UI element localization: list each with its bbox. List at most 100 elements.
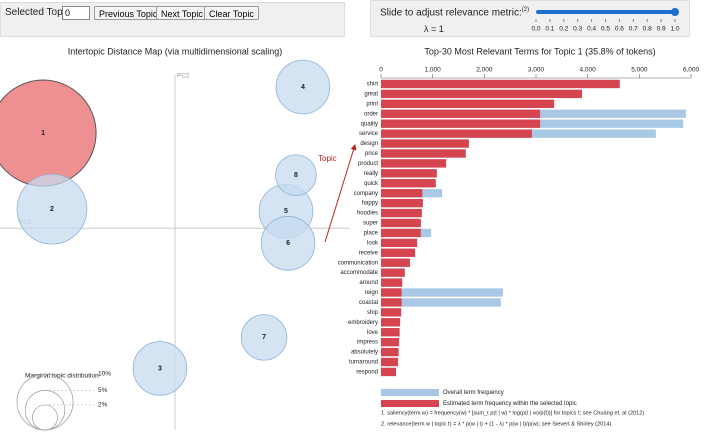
size-legend-label: 10% <box>98 371 111 378</box>
topic-bar <box>381 169 437 178</box>
term-label: ship <box>367 310 379 316</box>
topic-bar <box>381 347 399 357</box>
slider-note: (2) <box>521 7 530 13</box>
term-label: really <box>364 171 378 177</box>
slider-tick-label: 0.8 <box>643 26 652 33</box>
annotation-arrow <box>324 144 357 243</box>
topic-bar <box>381 139 469 148</box>
size-legend-circle <box>16 373 74 431</box>
topic-bar <box>381 228 421 238</box>
term-label: around <box>359 280 378 286</box>
topic-bar <box>381 308 402 317</box>
topic-bar <box>381 198 423 208</box>
topic-bar <box>381 288 402 297</box>
topic-label: 7 <box>262 334 266 341</box>
slider-tick-label: 0.4 <box>587 26 596 33</box>
annotation: Topic <box>318 154 337 163</box>
term-label: hoodies <box>357 211 378 217</box>
slider-label: Slide to adjust relevance metric:(2) <box>380 7 529 18</box>
overall-bar <box>381 288 503 297</box>
topic-bar <box>381 79 620 89</box>
term-label: accommodate <box>340 270 378 276</box>
x-tick-label: 0 <box>379 67 383 74</box>
x-tick-label: 4,000 <box>580 67 597 74</box>
term-label: communication <box>338 260 378 266</box>
term-label: place <box>364 230 379 236</box>
term-label: price <box>365 151 379 157</box>
slider-tick-label: 0.5 <box>601 26 610 33</box>
term-label: shirt <box>367 82 379 88</box>
size-legend-label: 2% <box>98 402 108 409</box>
topic-bar <box>381 328 400 337</box>
topic-bar <box>381 318 401 327</box>
size-legend-label: 5% <box>98 387 108 394</box>
topic-bar <box>381 337 400 347</box>
topic-bar <box>381 298 402 307</box>
topic-bubble[interactable] <box>240 314 288 361</box>
term-label: print <box>366 101 378 107</box>
topic-bar <box>381 248 416 257</box>
footnote: 1. saliency(term w) = frequency(w) * [su… <box>381 410 644 416</box>
term-label: product <box>358 161 378 167</box>
term-label: design <box>360 141 378 147</box>
topic-bubble[interactable] <box>0 79 97 187</box>
slider-tick-label: 0.6 <box>615 26 624 33</box>
lambda-label: λ = 1 <box>424 24 444 34</box>
slider-tick-label: 0.9 <box>657 26 666 33</box>
topic-bubble[interactable] <box>275 59 331 115</box>
term-label: reign <box>365 290 378 296</box>
term-label: respond <box>356 370 378 376</box>
term-label: service <box>359 131 379 137</box>
topic-bar <box>381 218 421 228</box>
topic-label: 3 <box>158 365 162 372</box>
topic-bubble[interactable] <box>260 216 316 271</box>
term-label: happy <box>362 201 378 207</box>
topic-label: 1 <box>41 130 45 137</box>
term-label: absolutely <box>351 350 378 356</box>
topic-bar <box>381 129 532 138</box>
term-label: love <box>367 330 379 336</box>
size-legend-title: Marginal topic distribution <box>25 373 99 380</box>
topic-label: 2 <box>50 206 54 213</box>
x-tick-label: 5,000 <box>631 67 648 74</box>
topic-bar <box>381 258 410 267</box>
slider-thumb[interactable] <box>671 8 679 16</box>
topic-bar <box>381 89 582 99</box>
legend-label: Estimated term frequency within the sele… <box>443 401 577 407</box>
topic-bar <box>381 367 396 377</box>
slider-panel <box>370 0 690 37</box>
topic-bubble[interactable] <box>16 173 88 245</box>
slider-tick-label: 1.0 <box>670 26 679 33</box>
topic-label: 8 <box>294 172 298 179</box>
legend-swatch <box>381 389 439 396</box>
topic-bubble[interactable] <box>275 154 317 196</box>
topic-bar <box>381 189 423 198</box>
slider-tick-label: 0.3 <box>573 26 582 33</box>
legend-swatch <box>381 400 439 407</box>
term-label: receive <box>359 250 379 256</box>
clear-topic-button[interactable]: Clear Topic <box>204 6 259 20</box>
map-title: Intertopic Distance Map (via multidimens… <box>68 46 283 56</box>
term-label: order <box>364 111 378 117</box>
topic-label: 6 <box>286 240 290 247</box>
term-label: turnaround <box>349 360 378 366</box>
slider-tick-label: 0.7 <box>629 26 638 33</box>
pc2-label: PC2 <box>177 73 190 80</box>
selected-topic-input[interactable]: 0 <box>62 6 90 20</box>
topic-bar <box>381 99 555 108</box>
term-label: quick <box>364 181 379 187</box>
slider-label-text: Slide to adjust relevance metric: <box>380 7 522 19</box>
slider-tick-label: 0.1 <box>545 26 554 33</box>
topic-bubble[interactable] <box>132 341 188 396</box>
term-label: company <box>354 191 378 197</box>
term-label: impress <box>357 340 378 346</box>
slider-tick-label: 0.0 <box>531 26 540 33</box>
footnote: 2. relevance(term w | topic t) = λ * p(w… <box>381 421 611 427</box>
topic-bar <box>381 268 405 277</box>
size-legend-circle <box>24 390 66 431</box>
topic-bar <box>381 119 541 128</box>
slider-track <box>536 10 675 14</box>
topic-bar <box>381 179 436 188</box>
bar-title: Top-30 Most Relevant Terms for Topic 1 (… <box>424 46 655 56</box>
